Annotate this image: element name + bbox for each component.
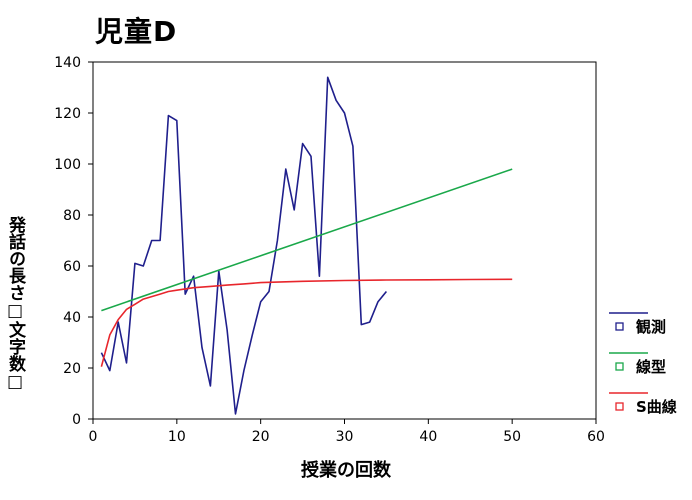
y-tick-label: 120 (54, 106, 81, 122)
legend-marker-icon (615, 322, 624, 331)
y-tick-label: 20 (63, 361, 81, 377)
axis-ticks: 0 10 20 30 40 50 60 0 20 40 60 80 100 120 140 (54, 55, 605, 445)
legend-marker-icon (615, 402, 624, 411)
x-axis-label: 授業の回数 (301, 460, 391, 481)
x-tick-label: 20 (252, 429, 270, 445)
y-axis-label: 発話の長さ□文字数□ (5, 216, 25, 392)
x-tick-label: 10 (168, 429, 186, 445)
series-line-2 (101, 168, 513, 312)
series-line-1 (100, 76, 388, 415)
legend-label-2: 線型 (636, 358, 666, 376)
x-tick-label: 30 (336, 429, 354, 445)
x-tick-label: 60 (587, 429, 605, 445)
legend-marker-icon (615, 362, 624, 371)
x-tick-label: 40 (419, 429, 437, 445)
y-tick-label: 140 (54, 55, 81, 71)
legend-label-3: S曲線 (636, 398, 677, 416)
x-tick-label: 0 (89, 429, 98, 445)
y-tick-label: 60 (63, 259, 81, 275)
x-tick-label: 50 (503, 429, 521, 445)
y-tick-label: 40 (63, 310, 81, 326)
series-line-3 (100, 278, 513, 367)
series-layer (100, 76, 513, 415)
legend-label-1: 観測 (636, 318, 666, 336)
y-tick-label: 0 (72, 412, 81, 428)
y-tick-label: 100 (54, 157, 81, 173)
chart-title: 児童D (95, 15, 178, 48)
y-tick-label: 80 (63, 208, 81, 224)
